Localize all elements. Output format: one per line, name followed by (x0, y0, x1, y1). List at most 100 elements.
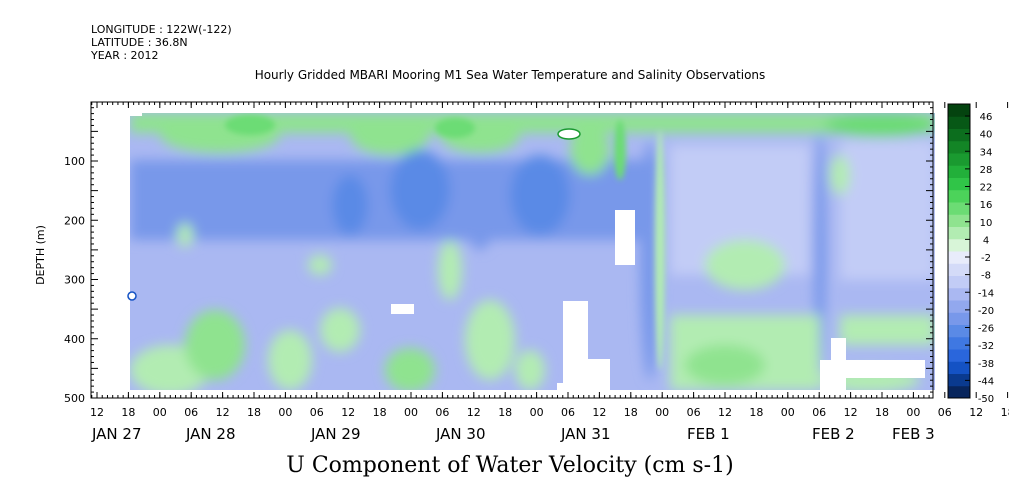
y-tick-label: 300 (64, 274, 85, 287)
x-hour-label: 00 (655, 406, 669, 419)
colorbar-swatch (948, 104, 970, 117)
x-hour-label: 06 (310, 406, 324, 419)
colorbar-label: 16 (980, 200, 993, 211)
colorbar-swatch (948, 275, 970, 289)
x-hour-label: 18 (247, 406, 261, 419)
colorbar-label: 40 (980, 130, 993, 141)
x-hour-label: 12 (969, 406, 983, 419)
y-axis: 100 200 300 400 500 (64, 107, 933, 405)
colorbar-swatch (948, 385, 970, 399)
missing-data-region (615, 210, 635, 265)
x-date-label: JAN 30 (435, 425, 486, 443)
x-date-label: JAN 28 (185, 425, 236, 443)
colorbar-label: -32 (978, 341, 994, 352)
colorbar-label: -44 (978, 376, 994, 387)
colorbar-label: 22 (980, 183, 993, 194)
x-hour-label: 06 (561, 406, 575, 419)
x-hour-label: 12 (844, 406, 858, 419)
colorbar-swatch (948, 263, 970, 276)
x-hour-label: 06 (812, 406, 826, 419)
x-date-label: JAN 27 (91, 425, 142, 443)
colorbar-label: 28 (980, 165, 993, 176)
longitude-label: LONGITUDE : 122W(-122) (91, 23, 232, 36)
missing-data-region (557, 128, 581, 140)
missing-data-region (391, 304, 414, 314)
year-label: YEAR : 2012 (91, 49, 159, 62)
colorbar-swatch (948, 153, 970, 166)
x-hour-label: 18 (624, 406, 638, 419)
colorbar-label: -50 (978, 394, 994, 405)
x-hour-label: 12 (216, 406, 230, 419)
x-date-label: JAN 29 (310, 425, 361, 443)
x-hour-label: 06 (938, 406, 952, 419)
missing-data-region (820, 360, 925, 378)
x-hour-label: 12 (341, 406, 355, 419)
x-hour-label: 06 (687, 406, 701, 419)
y-tick-label: 100 (64, 155, 85, 168)
x-date-label: JAN 31 (560, 425, 611, 443)
x-hour-label: 12 (592, 406, 606, 419)
missing-data-region (588, 359, 610, 390)
colorbar-label: -38 (978, 359, 994, 370)
colorbar-label: -2 (981, 253, 991, 264)
x-axis: 12 18 00 06 12 18 00 06 12 18 00 06 12 18 00 06 12 18 00 06… (90, 102, 1009, 443)
x-hour-label: 00 (278, 406, 292, 419)
y-tick-label: 400 (64, 333, 85, 346)
colorbar-label: -26 (978, 324, 994, 335)
colorbar-swatch (948, 177, 970, 191)
y-tick-label: 500 (64, 392, 85, 405)
colorbar-swatch (948, 238, 970, 252)
colorbar-label: 46 (980, 112, 993, 123)
x-hour-label: 06 (435, 406, 449, 419)
x-hour-label: 12 (467, 406, 481, 419)
x-hour-label: 12 (718, 406, 732, 419)
colorbar-swatch (948, 324, 970, 338)
colorbar-label: -20 (978, 306, 994, 317)
colorbar-swatch (948, 128, 970, 142)
missing-data-region (557, 383, 587, 390)
colorbar: 46 40 34 28 22 16 10 4 -2 -8 -14 -20 -26 -32 -38 -44 -50 (947, 103, 994, 405)
x-hour-label: 00 (404, 406, 418, 419)
x-hour-label: 06 (184, 406, 198, 419)
variable-label: U Component of Water Velocity (cm s-1) (286, 453, 734, 478)
x-hour-label: 12 (90, 406, 104, 419)
colorbar-swatch (948, 300, 970, 313)
colorbar-swatch (948, 349, 970, 362)
x-hour-label: 18 (121, 406, 135, 419)
colorbar-label: 34 (980, 147, 993, 158)
colorbar-frame (947, 103, 971, 399)
missing-data-region (820, 377, 840, 390)
colorbar-label: -14 (978, 288, 994, 299)
missing-data-region (563, 301, 588, 390)
colorbar-swatch (948, 312, 970, 325)
x-hour-label: 00 (906, 406, 920, 419)
x-hour-label: 18 (1001, 406, 1009, 419)
x-date-label: FEB 3 (892, 425, 935, 443)
colorbar-swatch (948, 116, 970, 129)
colorbar-swatch (948, 214, 970, 227)
x-hour-label: 00 (530, 406, 544, 419)
latitude-label: LATITUDE : 36.8N (91, 36, 188, 49)
colorbar-swatch (948, 165, 970, 178)
chart-title: Hourly Gridded MBARI Mooring M1 Sea Wate… (254, 68, 766, 82)
x-date-label: FEB 1 (687, 425, 730, 443)
y-tick-label: 200 (64, 214, 85, 227)
colorbar-swatch (948, 336, 970, 350)
y-axis-label: DEPTH (m) (34, 225, 47, 285)
colorbar-swatch (948, 226, 970, 240)
colorbar-swatch (948, 373, 970, 387)
velocity-field (130, 113, 935, 390)
x-date-label: FEB 2 (812, 425, 855, 443)
x-hour-label: 18 (498, 406, 512, 419)
x-hour-label: 18 (875, 406, 889, 419)
colorbar-swatch (948, 361, 970, 374)
colorbar-label: 4 (983, 235, 989, 246)
x-hour-label: 18 (373, 406, 387, 419)
colorbar-label: 10 (980, 218, 993, 229)
colorbar-swatch (948, 189, 970, 203)
x-hour-label: 18 (749, 406, 763, 419)
x-hour-label: 00 (781, 406, 795, 419)
colorbar-swatch (948, 140, 970, 154)
colorbar-swatch (948, 251, 970, 264)
